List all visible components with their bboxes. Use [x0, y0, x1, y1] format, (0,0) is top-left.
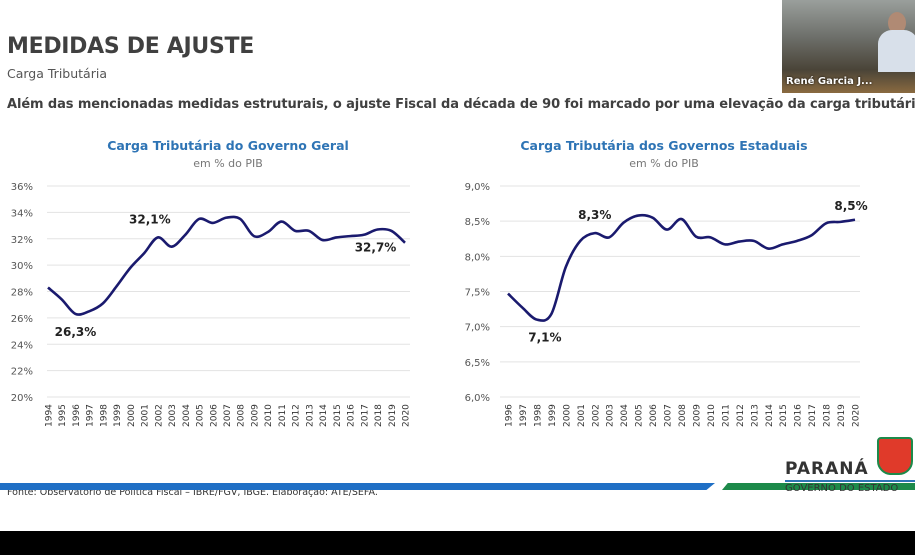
y-tick-label: 30% — [11, 261, 33, 272]
x-tick-label: 2000 — [127, 404, 137, 427]
x-tick-label: 2007 — [664, 404, 674, 427]
x-tick-label: 2015 — [333, 404, 343, 427]
x-tick-label: 2001 — [577, 404, 587, 427]
x-tick-label: 1999 — [113, 404, 123, 427]
x-tick-label: 2017 — [360, 404, 370, 427]
x-tick-label: 2012 — [736, 404, 746, 427]
x-tick-label: 2000 — [562, 404, 572, 427]
green-stripe — [722, 483, 915, 490]
y-tick-label: 24% — [11, 340, 33, 351]
x-tick-label: 2018 — [823, 404, 833, 427]
x-tick-label: 2013 — [750, 404, 760, 427]
y-tick-label: 20% — [11, 393, 33, 404]
x-tick-label: 2005 — [635, 404, 645, 427]
parana-logo: PARANÁ GOVERNO DO ESTADO — [785, 437, 915, 494]
y-tick-label: 26% — [11, 314, 33, 325]
y-tick-label: 7,5% — [465, 288, 490, 299]
x-tick-label: 1997 — [519, 404, 529, 427]
x-tick-label: 2019 — [388, 404, 398, 427]
y-tick-label: 34% — [11, 208, 33, 219]
x-tick-label: 2006 — [209, 404, 219, 427]
chart-1: 20% 22% 24% 26% 28% 30% 32% 34% 36% 1994 1995 1996 1… — [11, 182, 412, 427]
x-tick-label: 2013 — [305, 404, 315, 427]
y-tick-label: 9,0% — [465, 182, 490, 193]
y-tick-label: 36% — [11, 182, 33, 193]
chart2-title: Carga Tributária dos Governos Estaduais — [520, 138, 808, 153]
x-tick-label: 1996 — [72, 404, 82, 427]
x-tick-label: 2004 — [620, 404, 630, 427]
person-body — [878, 30, 915, 72]
x-tick-label: 2001 — [141, 404, 151, 427]
x-tick-label: 2015 — [779, 404, 789, 427]
person-head — [888, 12, 906, 34]
y-tick-label: 7,0% — [465, 323, 490, 334]
x-tick-label: 2016 — [347, 404, 357, 427]
x-tick-label: 2007 — [223, 404, 233, 427]
series-line — [47, 215, 406, 316]
data-label: 8,3% — [578, 208, 611, 222]
webcam-video[interactable]: René Garcia J... — [782, 0, 915, 93]
x-tick-label: 2008 — [678, 404, 688, 427]
y-tick-label: 8,5% — [465, 217, 490, 228]
x-tick-label: 2010 — [264, 404, 274, 427]
data-label: 8,5% — [834, 199, 867, 213]
x-tick-label: 2009 — [250, 404, 260, 427]
x-tick-label: 2016 — [794, 404, 804, 427]
page-subtitle: Carga Tributária — [7, 66, 107, 81]
logo-text: PARANÁ — [785, 459, 869, 479]
chart-2: 6,0% 6,5% 7,0% 7,5% 8,0% 8,5% 9,0% 1996 1997 1998… — [465, 182, 868, 427]
x-tick-label: 1998 — [533, 404, 543, 427]
participant-name: René Garcia J... — [786, 76, 873, 87]
logo-subtext: GOVERNO DO ESTADO — [785, 480, 915, 494]
x-tick-label: 2018 — [374, 404, 384, 427]
data-label: 32,1% — [129, 212, 171, 226]
chart2-subtitle: em % do PIB — [629, 157, 699, 170]
x-tick-label: 2003 — [168, 404, 178, 427]
x-tick-label: 1996 — [505, 404, 515, 427]
x-tick-label: 2003 — [606, 404, 616, 427]
x-tick-label: 2011 — [721, 404, 731, 427]
x-tick-label: 1997 — [86, 404, 96, 427]
y-tick-label: 8,0% — [465, 252, 490, 263]
series-line — [507, 213, 856, 322]
x-tick-label: 2006 — [649, 404, 659, 427]
y-tick-label: 6,0% — [465, 393, 490, 404]
x-tick-label: 1995 — [58, 404, 68, 427]
chart1-title: Carga Tributária do Governo Geral — [107, 138, 349, 153]
y-tick-label: 6,5% — [465, 358, 490, 369]
x-tick-label: 1998 — [99, 404, 109, 427]
x-tick-label: 2019 — [837, 404, 847, 427]
x-tick-label: 2008 — [237, 404, 247, 427]
x-tick-label: 2010 — [707, 404, 717, 427]
data-label: 32,7% — [355, 241, 397, 255]
x-tick-label: 2017 — [808, 404, 818, 427]
data-label: 7,1% — [528, 331, 561, 345]
chart1-subtitle: em % do PIB — [193, 157, 263, 170]
x-tick-label: 2012 — [292, 404, 302, 427]
source-note: Fonte: Observatório de Política Fiscal –… — [7, 487, 378, 498]
y-tick-label: 28% — [11, 288, 33, 299]
x-tick-label: 2014 — [765, 404, 775, 427]
x-tick-label: 2020 — [852, 404, 862, 427]
x-tick-label: 2014 — [319, 404, 329, 427]
coat-of-arms-icon — [877, 437, 913, 475]
x-tick-label: 2011 — [278, 404, 288, 427]
blue-stripe — [0, 483, 715, 490]
x-tick-label: 1994 — [45, 404, 55, 427]
x-tick-label: 2002 — [591, 404, 601, 427]
x-tick-label: 2009 — [692, 404, 702, 427]
x-tick-label: 2020 — [402, 404, 412, 427]
x-tick-label: 2004 — [182, 404, 192, 427]
y-tick-label: 22% — [11, 367, 33, 378]
lead-text: Além das mencionadas medidas estruturais… — [7, 97, 915, 112]
y-tick-label: 32% — [11, 235, 33, 246]
data-label: 26,3% — [55, 325, 97, 339]
x-tick-label: 2005 — [196, 404, 206, 427]
page-title: MEDIDAS DE AJUSTE — [7, 34, 254, 59]
x-tick-label: 2002 — [154, 404, 164, 427]
black-bar — [0, 531, 915, 555]
x-tick-label: 1999 — [548, 404, 558, 427]
